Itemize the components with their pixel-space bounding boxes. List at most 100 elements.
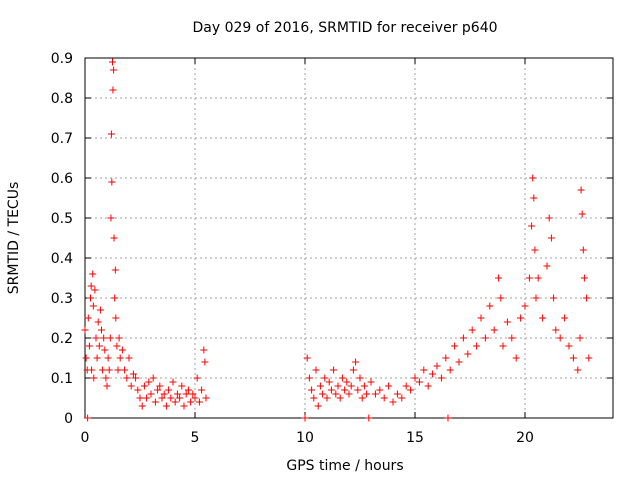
data-point <box>173 390 181 398</box>
data-point <box>525 274 533 282</box>
data-point <box>473 342 481 350</box>
data-point <box>115 334 123 342</box>
x-tick-label: 5 <box>191 430 200 446</box>
data-point <box>545 214 553 222</box>
data-point <box>345 390 353 398</box>
data-point <box>81 326 89 334</box>
data-point <box>521 302 529 310</box>
data-point <box>151 398 159 406</box>
data-point <box>325 378 333 386</box>
data-point <box>486 302 494 310</box>
data-point <box>113 342 121 350</box>
data-point <box>107 214 115 222</box>
data-point <box>89 302 97 310</box>
data-point <box>517 314 525 322</box>
data-point <box>85 342 93 350</box>
data-point <box>360 382 368 390</box>
data-point <box>343 378 351 386</box>
data-point <box>569 354 577 362</box>
data-point <box>88 366 96 374</box>
y-tick-label: 0.9 <box>51 51 73 67</box>
data-point <box>468 326 476 334</box>
data-point <box>402 382 410 390</box>
data-point <box>531 246 539 254</box>
data-point <box>147 390 155 398</box>
data-point <box>385 382 393 390</box>
data-point <box>184 386 192 394</box>
data-point <box>102 374 110 382</box>
data-point <box>411 374 419 382</box>
data-point <box>577 186 585 194</box>
data-point <box>556 334 564 342</box>
data-point <box>101 346 109 354</box>
x-tick-label: 0 <box>81 430 90 446</box>
data-point <box>182 390 190 398</box>
data-point <box>193 374 201 382</box>
data-point <box>585 354 593 362</box>
data-point <box>89 270 97 278</box>
data-point <box>134 386 142 394</box>
data-point <box>398 394 406 402</box>
data-point <box>198 386 206 394</box>
data-point <box>87 282 95 290</box>
data-point <box>118 346 126 354</box>
data-point <box>490 326 498 334</box>
data-point <box>171 398 179 406</box>
data-point <box>158 394 166 402</box>
data-point <box>127 382 135 390</box>
data-point <box>169 378 177 386</box>
y-tick-label: 0.7 <box>51 131 73 147</box>
data-point <box>178 382 186 390</box>
data-point <box>552 326 560 334</box>
data-point <box>90 374 98 382</box>
data-point <box>176 394 184 402</box>
data-point <box>543 262 551 270</box>
data-point <box>508 334 516 342</box>
x-tick-label: 15 <box>406 430 424 446</box>
data-point <box>420 366 428 374</box>
y-tick-label: 0.1 <box>51 371 73 387</box>
data-point <box>380 394 388 402</box>
data-point <box>532 294 540 302</box>
data-point <box>578 210 586 218</box>
data-point <box>314 402 322 410</box>
data-point <box>143 394 151 402</box>
data-point <box>167 394 175 402</box>
data-point <box>512 354 520 362</box>
data-point <box>95 342 103 350</box>
data-point <box>365 414 373 422</box>
y-tick-label: 0.4 <box>51 251 73 267</box>
data-point <box>195 398 203 406</box>
data-point <box>579 246 587 254</box>
data-point <box>376 386 384 394</box>
data-point <box>477 314 485 322</box>
y-tick-label: 0.2 <box>51 331 73 347</box>
data-point <box>583 294 591 302</box>
data-point <box>429 370 437 378</box>
data-point <box>189 390 197 398</box>
data-point <box>446 366 454 374</box>
data-point <box>437 374 445 382</box>
plot-frame <box>84 57 614 419</box>
data-point <box>529 174 537 182</box>
data-point <box>136 394 144 402</box>
data-point <box>108 178 116 186</box>
y-tick-label: 0.3 <box>51 291 73 307</box>
data-point <box>424 382 432 390</box>
data-point <box>82 354 90 362</box>
grid-lines <box>85 58 613 418</box>
data-point <box>114 366 122 374</box>
data-point <box>334 382 342 390</box>
data-point <box>354 386 362 394</box>
data-point <box>308 386 316 394</box>
data-point <box>98 326 105 334</box>
data-point <box>112 314 120 322</box>
data-point <box>92 334 100 342</box>
data-point <box>301 414 309 422</box>
data-point <box>407 386 415 394</box>
data-point <box>162 402 170 410</box>
data-point <box>180 402 188 410</box>
data-point <box>111 294 119 302</box>
data-point <box>129 370 137 378</box>
